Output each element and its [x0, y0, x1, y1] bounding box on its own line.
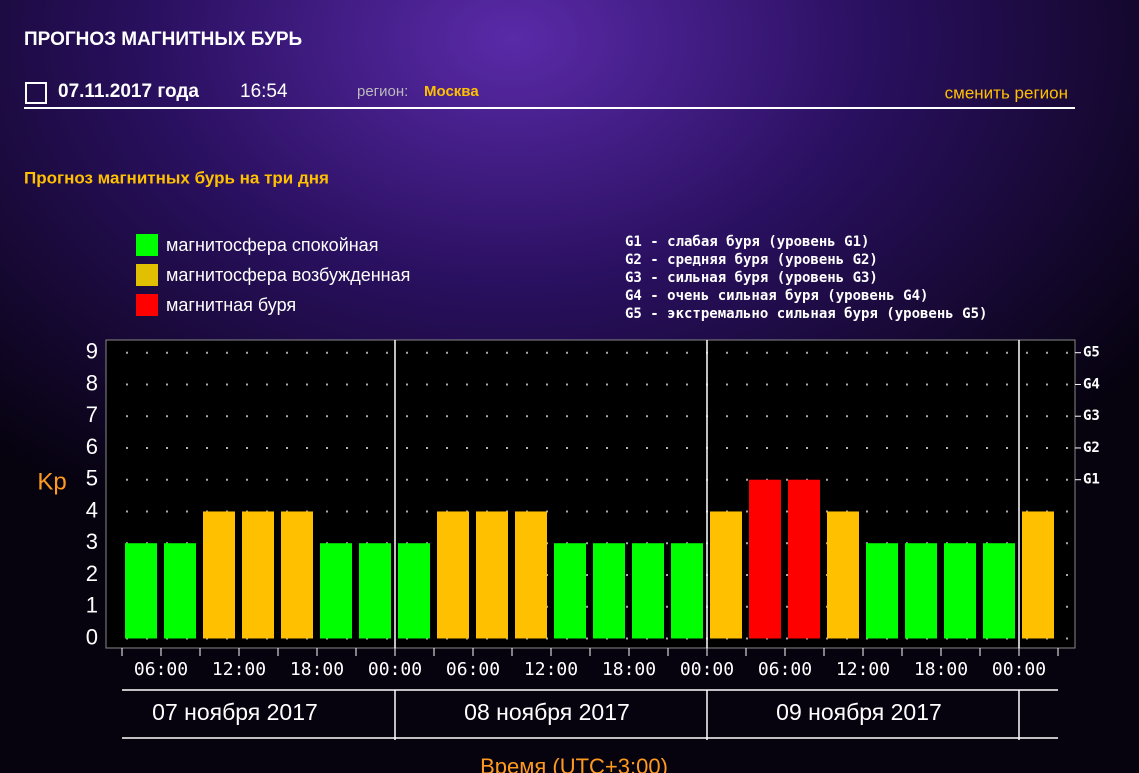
- legend-swatch: [136, 264, 158, 286]
- region: Москва: [424, 83, 479, 100]
- bar: [398, 543, 430, 639]
- g-note: G5 - экстремально сильная буря (уровень …: [625, 306, 987, 322]
- bar: [320, 543, 352, 639]
- bar: [632, 543, 664, 639]
- y2-tick-label: G3: [1083, 408, 1100, 424]
- x-tick-label: 12:00: [836, 659, 890, 680]
- bar: [164, 543, 196, 639]
- x-tick-label: 18:00: [602, 659, 656, 680]
- y-tick-label: 8: [86, 370, 98, 395]
- bar: [671, 543, 703, 639]
- g-note: G2 - средняя буря (уровень G2): [625, 252, 878, 268]
- x-tick-label: 06:00: [758, 659, 812, 680]
- y-tick-label: 3: [86, 529, 98, 554]
- y-tick-label: 7: [86, 402, 98, 427]
- x-tick-label: 18:00: [290, 659, 344, 680]
- bar: [125, 543, 157, 639]
- x-tick-label: 12:00: [524, 659, 578, 680]
- x-tick-label: 00:00: [992, 659, 1046, 680]
- bar: [710, 511, 742, 639]
- bar: [983, 543, 1015, 639]
- bar: [866, 543, 898, 639]
- x-tick-label: 00:00: [680, 659, 734, 680]
- x-axis-label: Время (UTC+3:00): [480, 754, 668, 773]
- bar: [827, 511, 859, 639]
- day-label: 09 ноября 2017: [776, 699, 942, 725]
- g-note: G3 - сильная буря (уровень G3): [625, 270, 878, 286]
- bar: [476, 511, 508, 639]
- g-note: G1 - слабая буря (уровень G1): [625, 234, 869, 250]
- legend-label: магнитная буря: [166, 295, 296, 315]
- y-axis-label: Kp: [37, 468, 66, 495]
- bar: [359, 543, 391, 639]
- bar: [437, 511, 469, 639]
- g-note: G4 - очень сильная буря (уровень G4): [625, 288, 928, 304]
- y-tick-label: 1: [86, 593, 98, 618]
- page-title: ПРОГНОЗ МАГНИТНЫХ БУРЬ: [24, 29, 302, 50]
- day-label: 08 ноября 2017: [464, 699, 630, 725]
- x-tick-label: 00:00: [368, 659, 422, 680]
- bar: [749, 479, 781, 639]
- date: 07.11.2017 года: [58, 81, 199, 102]
- bar: [905, 543, 937, 639]
- bar: [281, 511, 313, 639]
- y2-tick-label: G4: [1083, 376, 1100, 392]
- legend-label: магнитосфера спокойная: [166, 235, 378, 255]
- legend-label: магнитосфера возбужденная: [166, 265, 410, 285]
- time: 16:54: [240, 81, 288, 102]
- y-tick-label: 9: [86, 339, 98, 364]
- y-tick-label: 0: [86, 624, 98, 649]
- legend-swatch: [136, 234, 158, 256]
- y2-tick-label: G1: [1083, 472, 1100, 488]
- bar: [554, 543, 586, 639]
- bar: [242, 511, 274, 639]
- region-label: регион:: [357, 83, 408, 100]
- change-region-link[interactable]: сменить регион: [945, 83, 1068, 102]
- x-tick-label: 06:00: [134, 659, 188, 680]
- bar: [593, 543, 625, 639]
- x-tick-label: 06:00: [446, 659, 500, 680]
- bar: [203, 511, 235, 639]
- y2-tick-label: G2: [1083, 440, 1100, 456]
- day-label: 07 ноября 2017: [152, 699, 318, 725]
- x-tick-label: 18:00: [914, 659, 968, 680]
- calendar-icon: [25, 82, 47, 104]
- bar: [788, 479, 820, 639]
- legend-swatch: [136, 294, 158, 316]
- y-tick-label: 2: [86, 561, 98, 586]
- y2-tick-label: G5: [1083, 345, 1100, 361]
- bar: [1022, 511, 1054, 639]
- y-tick-label: 6: [86, 434, 98, 459]
- subtitle: Прогноз магнитных бурь на три дня: [24, 168, 329, 187]
- y-tick-label: 5: [86, 466, 98, 491]
- y-tick-label: 4: [86, 497, 98, 522]
- bar: [944, 543, 976, 639]
- bar: [515, 511, 547, 639]
- x-tick-label: 12:00: [212, 659, 266, 680]
